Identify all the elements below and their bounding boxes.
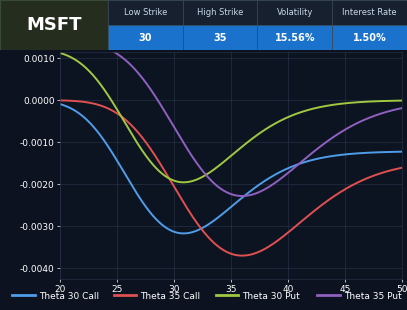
Text: Theta 35 Call: Theta 35 Call (140, 291, 201, 301)
FancyBboxPatch shape (108, 0, 183, 25)
FancyBboxPatch shape (0, 0, 108, 50)
FancyBboxPatch shape (258, 25, 332, 50)
Text: Interest Rate: Interest Rate (342, 8, 397, 17)
FancyBboxPatch shape (183, 25, 257, 50)
FancyBboxPatch shape (258, 0, 332, 25)
Text: Theta 35 Put: Theta 35 Put (344, 291, 402, 301)
Text: 35: 35 (213, 33, 227, 43)
Text: Low Strike: Low Strike (124, 8, 167, 17)
FancyBboxPatch shape (332, 0, 407, 25)
FancyBboxPatch shape (332, 25, 407, 50)
Text: Theta 30 Call: Theta 30 Call (39, 291, 99, 301)
Text: Theta 30 Put: Theta 30 Put (242, 291, 300, 301)
Text: MSFT: MSFT (26, 16, 82, 34)
Text: 1.50%: 1.50% (353, 33, 387, 43)
Text: High Strike: High Strike (197, 8, 243, 17)
Text: 15.56%: 15.56% (275, 33, 315, 43)
Text: 30: 30 (138, 33, 152, 43)
FancyBboxPatch shape (183, 0, 257, 25)
Text: Volatility: Volatility (277, 8, 313, 17)
FancyBboxPatch shape (108, 25, 183, 50)
